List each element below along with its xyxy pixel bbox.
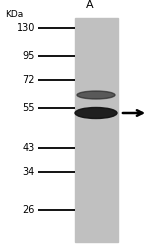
Bar (75, 18, 118, 242)
Text: 95: 95 (23, 51, 35, 61)
Text: 72: 72 (22, 75, 35, 85)
Text: 55: 55 (22, 103, 35, 113)
Ellipse shape (77, 91, 115, 99)
Ellipse shape (75, 108, 117, 118)
Text: A: A (86, 0, 94, 10)
Text: 130: 130 (17, 23, 35, 33)
Text: KDa: KDa (5, 10, 23, 19)
Text: 43: 43 (23, 143, 35, 153)
Text: 34: 34 (23, 167, 35, 177)
Text: 26: 26 (23, 205, 35, 215)
